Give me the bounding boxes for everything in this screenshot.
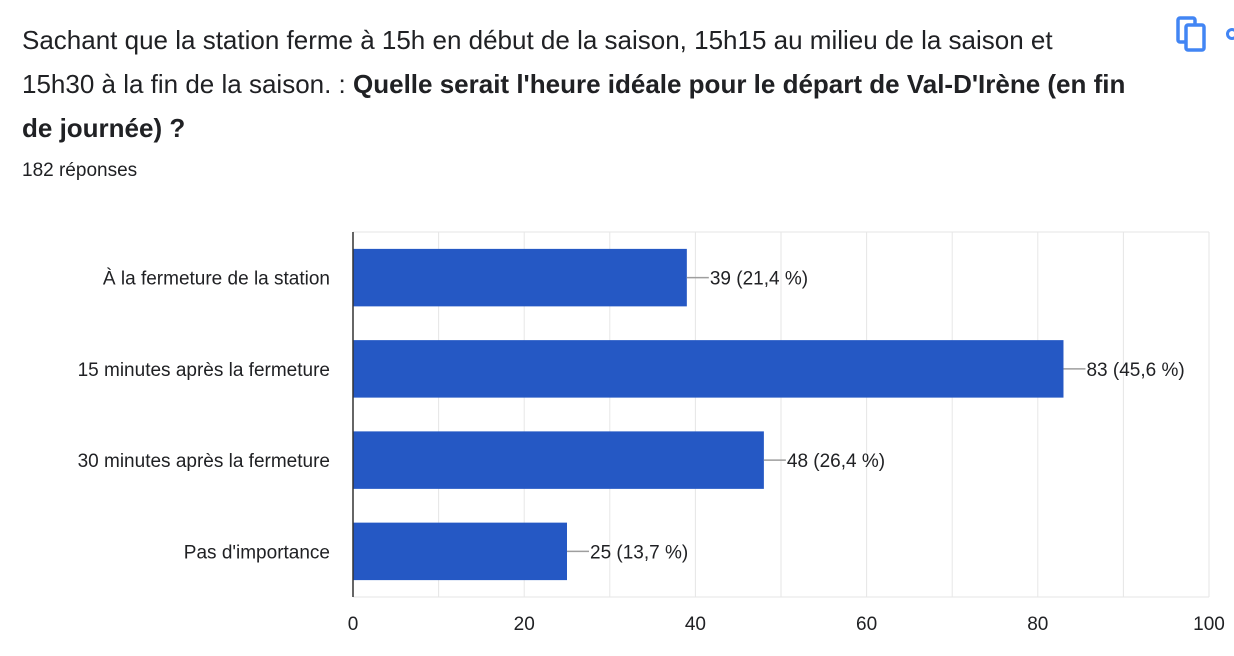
question-bold: Quelle serait l'heure idéale pour le dép… [22, 69, 1126, 143]
more-options-icon[interactable] [1226, 28, 1234, 40]
x-tick-label: 80 [1027, 614, 1048, 635]
category-label: À la fermeture de la station [103, 269, 330, 290]
category-label: 15 minutes après la fermeture [78, 360, 330, 381]
responses-count: 182 réponses [22, 160, 138, 181]
bar[interactable] [353, 522, 567, 581]
x-tick-label: 0 [348, 614, 359, 635]
data-label: 83 (45,6 %) [1086, 360, 1184, 381]
data-label: 25 (13,7 %) [590, 542, 688, 563]
copy-chart-button[interactable] [1170, 12, 1214, 56]
x-tick-label: 100 [1193, 614, 1225, 635]
category-label: Pas d'importance [184, 542, 330, 563]
x-tick-label: 40 [685, 614, 706, 635]
data-label: 48 (26,4 %) [787, 451, 885, 472]
question-title: Sachant que la station ferme à 15h en dé… [22, 18, 1132, 150]
category-label: 30 minutes après la fermeture [78, 451, 330, 472]
data-label: 39 (21,4 %) [710, 269, 808, 290]
x-tick-label: 60 [856, 614, 877, 635]
question-intro: Sachant que la station ferme à 15h en dé… [22, 25, 1053, 99]
bar[interactable] [353, 340, 1064, 398]
copy-icon [1176, 16, 1206, 52]
bar[interactable] [353, 248, 687, 307]
bar[interactable] [353, 431, 764, 489]
x-tick-label: 20 [514, 614, 535, 635]
